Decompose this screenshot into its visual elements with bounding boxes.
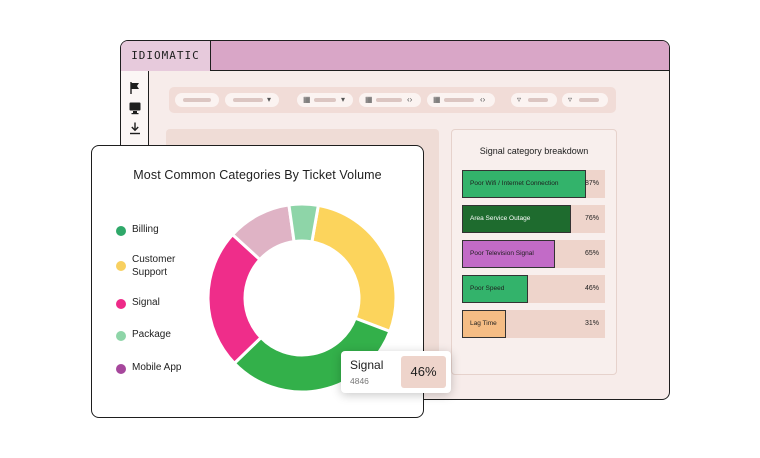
funnel-icon: ▿: [517, 95, 522, 104]
calendar-icon: ▦: [303, 95, 311, 104]
breakdown-label: Poor Television Signal: [470, 250, 534, 257]
legend-label: Billing: [132, 224, 159, 235]
breakdown-percent: 76%: [584, 215, 599, 222]
breakdown-row[interactable]: Poor Wifi / Internet Connection 87%: [462, 170, 605, 198]
filter-bar: ▾ ▦ ▾ ▦ ‹› ▦ ‹› ▿ ▿: [169, 87, 616, 113]
legend-label: Customer Support: [132, 254, 176, 278]
filter-chip[interactable]: [175, 93, 219, 107]
signal-breakdown-panel: Signal category breakdown Poor Wifi / In…: [451, 129, 617, 375]
breakdown-title: Signal category breakdown: [479, 146, 589, 156]
code-arrows-icon: ‹›: [407, 95, 413, 104]
date-range-start[interactable]: ▦ ‹›: [359, 93, 421, 107]
legend-item-package[interactable]: Package: [116, 326, 226, 346]
date-filter[interactable]: ▦ ▾: [297, 93, 353, 107]
filter-funnel-1[interactable]: ▿: [511, 93, 557, 107]
breakdown-bar: [462, 310, 506, 338]
breakdown-label: Lag Time: [470, 320, 497, 327]
download-icon[interactable]: [128, 121, 142, 135]
legend-dot: [116, 331, 126, 341]
tooltip-percent: 46%: [401, 356, 446, 388]
breakdown-label: Poor Speed: [470, 285, 505, 292]
code-arrows-icon: ‹›: [480, 95, 486, 104]
flag-icon[interactable]: [128, 81, 142, 95]
breakdown-percent: 31%: [584, 320, 599, 327]
filter-funnel-2[interactable]: ▿: [562, 93, 608, 107]
legend-item-billing[interactable]: Billing: [116, 221, 226, 241]
caret-down-icon: ▾: [267, 95, 272, 104]
breakdown-row[interactable]: Poor Television Signal 65%: [462, 240, 605, 268]
legend-label: Signal: [132, 297, 160, 308]
monitor-icon[interactable]: [128, 101, 142, 115]
caret-down-icon: ▾: [341, 95, 346, 104]
breakdown-bar: [462, 240, 555, 268]
breakdown-bar: [462, 205, 571, 233]
breakdown-row[interactable]: Area Service Outage 76%: [462, 205, 605, 233]
app-titlebar: IDIOMATIC: [121, 41, 669, 71]
breakdown-bar: [462, 170, 586, 198]
donut-slice-customer-support[interactable]: [310, 203, 397, 334]
legend-dot: [116, 226, 126, 236]
calendar-icon: ▦: [433, 95, 441, 104]
breakdown-row[interactable]: Lag Time 31%: [462, 310, 605, 338]
calendar-icon: ▦: [365, 95, 373, 104]
filter-dropdown[interactable]: ▾: [225, 93, 279, 107]
legend-item-mobile-app[interactable]: Mobile App: [116, 359, 226, 379]
app-brand: IDIOMATIC: [121, 41, 211, 71]
legend-dot: [116, 299, 126, 309]
chart-tooltip: Signal 4846 46%: [341, 351, 451, 393]
breakdown-label: Poor Wifi / Internet Connection: [470, 180, 559, 187]
breakdown-percent: 46%: [584, 285, 599, 292]
breakdown-row[interactable]: Poor Speed 46%: [462, 275, 605, 303]
tooltip-category: Signal: [350, 358, 384, 372]
legend-item-customer-support[interactable]: Customer Support: [116, 251, 226, 281]
breakdown-bar: [462, 275, 528, 303]
legend-label: Mobile App: [132, 362, 182, 373]
card-title: Most Common Categories By Ticket Volume: [133, 168, 382, 182]
funnel-icon: ▿: [568, 95, 573, 104]
breakdown-percent: 87%: [584, 180, 599, 187]
tooltip-count: 4846: [350, 376, 369, 386]
legend-label: Package: [132, 329, 171, 340]
breakdown-label: Area Service Outage: [470, 215, 531, 222]
donut-slice-package[interactable]: [287, 203, 321, 244]
legend-item-signal[interactable]: Signal: [116, 294, 226, 314]
breakdown-percent: 65%: [584, 250, 599, 257]
legend-dot: [116, 261, 126, 271]
legend-dot: [116, 364, 126, 374]
date-range-end[interactable]: ▦ ‹›: [427, 93, 495, 107]
